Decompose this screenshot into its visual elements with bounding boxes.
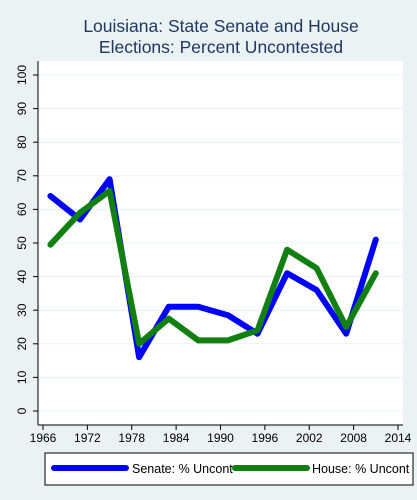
legend-label-senate: Senate: % Uncont — [132, 462, 233, 476]
x-tick-label: 2002 — [296, 431, 323, 445]
legend-label-house: House: % Uncont — [312, 462, 410, 476]
x-tick-label: 2008 — [340, 431, 367, 445]
y-tick-label: 60 — [15, 202, 29, 216]
x-axis-ticks: 1966 1972 1978 1984 1990 1996 2002 2008 2014 — [30, 425, 412, 445]
x-tick-label: 2014 — [385, 431, 412, 445]
x-tick-label: 1996 — [252, 431, 279, 445]
series-line-house — [47, 187, 379, 347]
x-tick-label: 1978 — [118, 431, 145, 445]
y-tick-label: 90 — [15, 102, 29, 116]
y-tick-label: 10 — [15, 370, 29, 384]
y-axis-ticks: 0 10 20 30 40 50 60 70 80 90 100 — [15, 65, 38, 414]
y-tick-label: 30 — [15, 303, 29, 317]
y-tick-label: 50 — [15, 236, 29, 250]
y-tick-label: 0 — [15, 407, 29, 414]
x-tick-label: 1990 — [207, 431, 234, 445]
x-tick-label: 1984 — [163, 431, 190, 445]
series-layer — [47, 176, 379, 361]
grid-lines — [38, 74, 403, 412]
x-tick-label: 1966 — [30, 431, 57, 445]
x-tick-label: 1972 — [74, 431, 101, 445]
y-tick-label: 70 — [15, 169, 29, 183]
series-line-senate — [47, 176, 379, 361]
y-tick-label: 40 — [15, 270, 29, 284]
y-tick-label: 100 — [15, 65, 29, 85]
y-tick-label: 20 — [15, 337, 29, 351]
y-tick-label: 80 — [15, 135, 29, 149]
chart-title-line-1: Louisiana: State Senate and House — [83, 16, 358, 36]
chart-title-line-2: Elections: Percent Uncontested — [99, 37, 343, 57]
